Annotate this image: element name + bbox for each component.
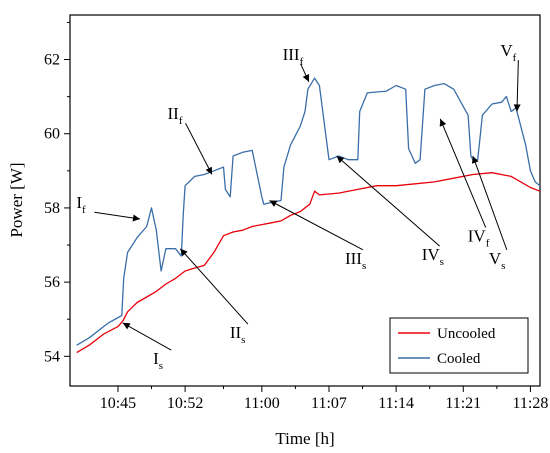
legend-label-uncooled: Uncooled bbox=[437, 326, 496, 342]
annotation-arrow bbox=[472, 155, 508, 251]
annotation-arrow bbox=[439, 118, 487, 228]
legend: Uncooled Cooled bbox=[389, 317, 529, 374]
annotation-arrowhead bbox=[439, 118, 447, 127]
y-tick-label: 60 bbox=[44, 126, 60, 143]
y-tick-label: 58 bbox=[44, 200, 60, 217]
annotation-label: IVf bbox=[468, 227, 490, 250]
annotation-arrowhead bbox=[132, 214, 141, 222]
x-tick-label: 10:45 bbox=[100, 395, 136, 412]
series-line-cooled bbox=[76, 77, 541, 346]
annotation-label: Vs bbox=[489, 249, 506, 272]
annotation-arrowhead bbox=[180, 248, 188, 257]
x-tick-label: 11:14 bbox=[378, 395, 414, 412]
x-tick-label: 11:28 bbox=[512, 395, 548, 412]
annotation-label: IIIf bbox=[283, 45, 304, 68]
annotation-arrowhead bbox=[336, 155, 345, 164]
y-tick-label: 56 bbox=[44, 274, 60, 291]
annotation-arrowhead bbox=[513, 104, 521, 112]
annotation-label: IIIs bbox=[345, 249, 366, 272]
annotation-arrow bbox=[269, 200, 364, 251]
annotation-label: Is bbox=[153, 349, 163, 372]
annotation-label: Vf bbox=[500, 41, 516, 64]
annotation-arrowhead bbox=[205, 166, 212, 175]
annotation-label: If bbox=[76, 193, 86, 216]
y-tick-label: 62 bbox=[44, 52, 60, 69]
x-tick-label: 10:52 bbox=[167, 395, 203, 412]
annotation-arrowhead bbox=[122, 322, 131, 330]
annotation-arrow bbox=[336, 155, 441, 247]
annotation-arrow bbox=[185, 122, 213, 175]
annotation-arrow bbox=[122, 322, 172, 351]
x-tick-label: 11:07 bbox=[311, 395, 347, 412]
y-axis-title: Power [W] bbox=[7, 162, 26, 237]
annotation-arrowhead bbox=[302, 73, 310, 82]
x-tick-label: 11:21 bbox=[445, 395, 481, 412]
annotation-arrowhead bbox=[269, 200, 278, 207]
annotation-label: IIf bbox=[168, 104, 183, 127]
annotation-arrowhead bbox=[471, 155, 479, 164]
plot-frame bbox=[69, 14, 541, 387]
annotation-label: IIs bbox=[230, 323, 246, 346]
annotation-arrow bbox=[516, 60, 519, 112]
y-tick-label: 54 bbox=[44, 348, 60, 365]
legend-label-cooled: Cooled bbox=[437, 351, 481, 367]
x-axis-title: Time [h] bbox=[275, 429, 334, 448]
annotation-label: IVs bbox=[422, 245, 444, 268]
annotation-arrow bbox=[94, 211, 141, 220]
x-tick-label: 11:00 bbox=[244, 395, 280, 412]
annotation-arrow bbox=[179, 248, 249, 325]
legend-box bbox=[389, 317, 529, 374]
series-line-uncooled bbox=[76, 172, 541, 354]
